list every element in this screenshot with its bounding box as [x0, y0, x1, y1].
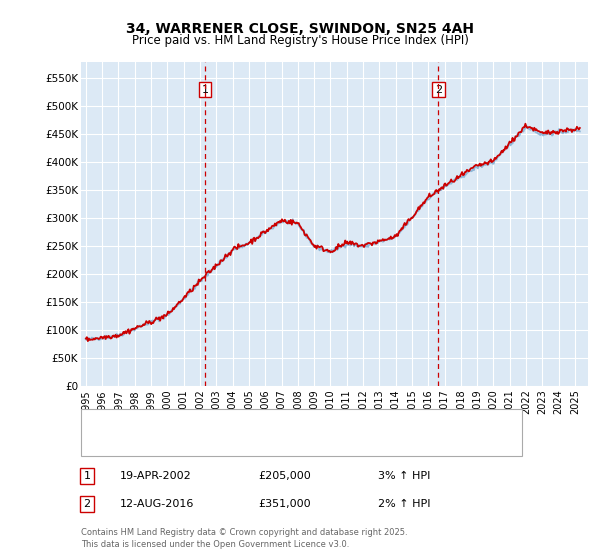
Text: HPI: Average price, detached house, Swindon: HPI: Average price, detached house, Swin…	[126, 438, 363, 448]
Text: 12-AUG-2016: 12-AUG-2016	[120, 499, 194, 509]
Text: 1: 1	[202, 85, 208, 95]
Text: 2% ↑ HPI: 2% ↑ HPI	[378, 499, 431, 509]
Text: 34, WARRENER CLOSE, SWINDON, SN25 4AH (detached house): 34, WARRENER CLOSE, SWINDON, SN25 4AH (d…	[126, 417, 454, 427]
Text: 1: 1	[83, 471, 91, 481]
Text: 34, WARRENER CLOSE, SWINDON, SN25 4AH: 34, WARRENER CLOSE, SWINDON, SN25 4AH	[126, 22, 474, 36]
Text: 19-APR-2002: 19-APR-2002	[120, 471, 192, 481]
Text: £351,000: £351,000	[258, 499, 311, 509]
Text: 2: 2	[83, 499, 91, 509]
Text: £205,000: £205,000	[258, 471, 311, 481]
Text: Price paid vs. HM Land Registry's House Price Index (HPI): Price paid vs. HM Land Registry's House …	[131, 34, 469, 46]
Text: 2: 2	[435, 85, 442, 95]
Text: Contains HM Land Registry data © Crown copyright and database right 2025.
This d: Contains HM Land Registry data © Crown c…	[81, 528, 407, 549]
Text: 3% ↑ HPI: 3% ↑ HPI	[378, 471, 430, 481]
